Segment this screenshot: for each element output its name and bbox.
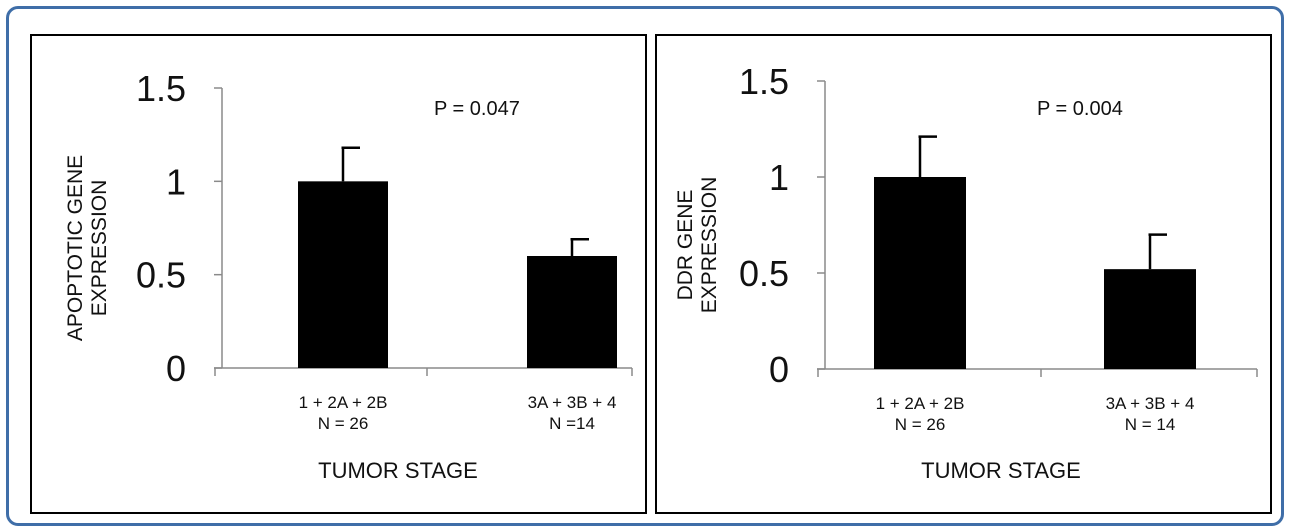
- y-tick-label: 0: [166, 348, 186, 389]
- x-tick-label: 3A + 3B + 4: [1106, 394, 1195, 413]
- x-tick-label-n: N = 14: [1125, 415, 1176, 434]
- x-tick-label-n: N = 26: [895, 415, 946, 434]
- y-tick-label: 0.5: [739, 253, 789, 294]
- x-axis-title: TUMOR STAGE: [921, 458, 1081, 483]
- y-tick-label: 0.5: [136, 255, 186, 296]
- y-tick-label: 1: [166, 161, 186, 202]
- x-tick-label-n: N = 26: [318, 414, 369, 433]
- x-tick-label: 1 + 2A + 2B: [876, 394, 965, 413]
- chart-panel-apoptotic: 0 0.5 1 1.5 1 + 2A + 2B N = 26 3A + 3B + 4 N =1…: [30, 34, 647, 514]
- y-axis-title: APOPTOTIC GENE EXPRESSION: [64, 155, 111, 341]
- y-tick-label: 0: [769, 349, 789, 390]
- bar: [298, 181, 388, 368]
- y-tick-label: 1.5: [136, 68, 186, 109]
- bar-chart-ddr: 0 0.5 1 1.5 1 + 2A + 2B N = 26 3A + 3B + 4 N = …: [674, 61, 1258, 483]
- p-value-annotation: P = 0.047: [434, 98, 520, 120]
- bar-chart-apoptotic: 0 0.5 1 1.5 1 + 2A + 2B N = 26 3A + 3B + 4 N =1…: [64, 68, 633, 483]
- y-tick-label: 1: [769, 157, 789, 198]
- y-axis-title: DDR GENE EXPRESSION: [674, 177, 721, 314]
- bar: [874, 177, 966, 369]
- y-axis-title-line2: EXPRESSION: [698, 177, 721, 314]
- x-tick-label: 3A + 3B + 4: [528, 393, 617, 412]
- y-axis-title-line1: DDR GENE: [674, 190, 697, 301]
- y-axis-title-line1: APOPTOTIC GENE: [64, 155, 87, 341]
- chart-panel-ddr: 0 0.5 1 1.5 1 + 2A + 2B N = 26 3A + 3B + 4 N = …: [655, 34, 1272, 514]
- p-value-annotation: P = 0.004: [1037, 98, 1123, 120]
- x-tick-label-n: N =14: [549, 414, 595, 433]
- x-axis-title: TUMOR STAGE: [318, 458, 478, 483]
- y-tick-label: 1.5: [739, 61, 789, 102]
- y-axis-title-line2: EXPRESSION: [88, 180, 111, 317]
- x-tick-label: 1 + 2A + 2B: [299, 393, 388, 412]
- bar: [527, 256, 617, 368]
- bar: [1104, 269, 1196, 369]
